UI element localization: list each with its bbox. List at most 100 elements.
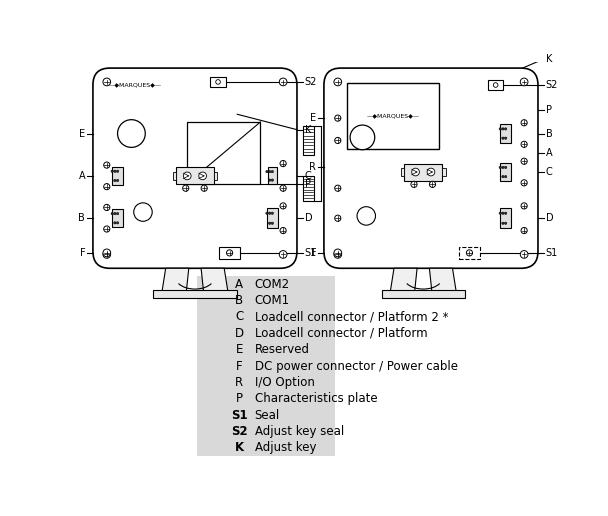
Circle shape [502, 222, 504, 224]
Circle shape [411, 181, 417, 187]
Bar [197, 276, 336, 456]
Bar [488, 80, 503, 90]
Circle shape [521, 180, 527, 186]
Circle shape [521, 120, 527, 126]
Circle shape [114, 180, 116, 182]
Text: K: K [305, 125, 311, 135]
Bar [404, 164, 443, 181]
Circle shape [103, 251, 111, 259]
Circle shape [103, 249, 111, 257]
Circle shape [334, 78, 342, 86]
Text: Reserved: Reserved [255, 343, 309, 356]
Text: K: K [235, 442, 244, 455]
Circle shape [521, 141, 527, 148]
Circle shape [520, 251, 528, 259]
Polygon shape [429, 268, 457, 298]
Text: S1: S1 [305, 248, 317, 258]
Bar [153, 290, 237, 298]
Circle shape [521, 203, 527, 209]
Circle shape [521, 158, 527, 164]
Text: Characteristics plate: Characteristics plate [255, 392, 377, 406]
Circle shape [184, 172, 191, 180]
FancyBboxPatch shape [324, 68, 538, 268]
Circle shape [116, 213, 119, 215]
Text: Seal: Seal [255, 409, 280, 422]
Text: —◆MARQUES◆—: —◆MARQUES◆— [109, 83, 162, 88]
Circle shape [216, 79, 220, 84]
Circle shape [412, 168, 420, 176]
Text: F: F [311, 248, 316, 258]
Text: I/O Option: I/O Option [255, 376, 314, 389]
Text: S2: S2 [231, 425, 247, 438]
Text: D: D [545, 213, 553, 223]
Circle shape [521, 228, 527, 234]
Circle shape [466, 250, 472, 256]
Text: F: F [80, 248, 85, 258]
Circle shape [357, 207, 376, 225]
Circle shape [334, 115, 341, 121]
Text: C: C [235, 311, 243, 324]
Bar [219, 247, 240, 259]
Text: Adjust key seal: Adjust key seal [255, 425, 344, 438]
Circle shape [116, 222, 119, 224]
Text: Loadcell connector / Platform 2 *: Loadcell connector / Platform 2 * [255, 311, 448, 324]
Bar [267, 208, 278, 228]
Circle shape [104, 226, 110, 232]
Circle shape [502, 175, 504, 178]
Circle shape [271, 212, 274, 214]
Text: K: K [545, 54, 552, 64]
Text: COM1: COM1 [255, 294, 290, 307]
Bar [173, 172, 176, 180]
Text: E: E [235, 343, 243, 356]
Circle shape [103, 78, 111, 86]
Circle shape [334, 215, 341, 221]
Circle shape [269, 179, 271, 181]
Circle shape [502, 212, 504, 214]
Text: S2: S2 [305, 77, 317, 87]
Circle shape [269, 170, 271, 173]
Text: R: R [309, 162, 316, 172]
Circle shape [114, 213, 116, 215]
Circle shape [280, 185, 286, 191]
Text: C: C [305, 171, 311, 181]
Text: R: R [235, 376, 243, 389]
Circle shape [505, 128, 507, 130]
Circle shape [505, 175, 507, 178]
Circle shape [499, 166, 502, 169]
Bar [214, 172, 217, 180]
Circle shape [505, 222, 507, 224]
Circle shape [499, 128, 502, 130]
Bar [303, 126, 314, 155]
Circle shape [266, 212, 268, 214]
Bar [210, 77, 226, 87]
Text: S1: S1 [545, 248, 558, 258]
Circle shape [334, 137, 341, 143]
Bar [458, 247, 480, 259]
Circle shape [429, 181, 435, 187]
Circle shape [350, 125, 375, 150]
Circle shape [520, 78, 528, 86]
Text: B: B [235, 294, 243, 307]
Bar [187, 122, 260, 184]
Bar [176, 167, 214, 184]
Text: E: E [79, 128, 85, 138]
Text: B: B [78, 213, 85, 223]
Polygon shape [201, 268, 229, 298]
Circle shape [502, 137, 504, 139]
Circle shape [271, 170, 274, 173]
Text: S2: S2 [545, 80, 558, 90]
Text: D: D [235, 327, 244, 340]
Circle shape [269, 222, 271, 224]
Text: S1: S1 [231, 409, 247, 422]
Circle shape [199, 172, 207, 180]
Bar [500, 208, 511, 228]
Circle shape [502, 166, 504, 169]
Circle shape [280, 228, 286, 234]
Circle shape [334, 251, 342, 259]
Text: Adjust key: Adjust key [255, 442, 316, 455]
Circle shape [269, 212, 271, 214]
Circle shape [134, 203, 152, 221]
Circle shape [104, 204, 110, 211]
Bar [382, 290, 465, 298]
Text: A: A [235, 278, 243, 291]
